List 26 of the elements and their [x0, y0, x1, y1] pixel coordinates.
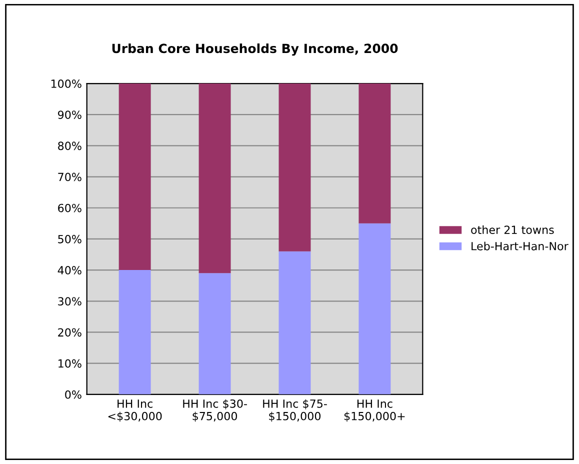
y-tick-label: 100% [51, 79, 82, 88]
x-tick-label: HH Inc $75- $150,000 [263, 399, 327, 422]
bar [198, 273, 231, 394]
y-tick-label: 70% [58, 172, 82, 182]
y-tick-label: 40% [58, 266, 82, 274]
bar [358, 84, 391, 224]
x-tick-label: HH Inc <$30,000 [108, 400, 162, 422]
x-tick-label: HH Inc $30- $75,000 [183, 399, 247, 422]
y-tick-label: 0% [65, 390, 82, 399]
legend-label: Leb-Hart-Han-Nor [472, 242, 568, 250]
bar [198, 84, 231, 274]
y-tick-label: 60% [58, 204, 82, 212]
y-tick-label: 10% [58, 359, 82, 368]
chart-title: Urban Core Households By Income, 2000 [112, 43, 398, 56]
y-tick-label: 20% [58, 328, 82, 337]
x-tick-label: HH Inc $150,000+ [344, 400, 405, 422]
y-tick-label: 30% [58, 297, 82, 306]
bar [358, 223, 391, 394]
bar [278, 251, 311, 394]
y-tick-label: 50% [58, 234, 82, 244]
y-tick-label: 80% [58, 142, 82, 150]
legend-label: other 21 towns [471, 225, 554, 234]
bar [118, 270, 151, 394]
y-tick-label: 90% [58, 110, 82, 119]
bar [118, 84, 151, 270]
bar [278, 84, 311, 252]
